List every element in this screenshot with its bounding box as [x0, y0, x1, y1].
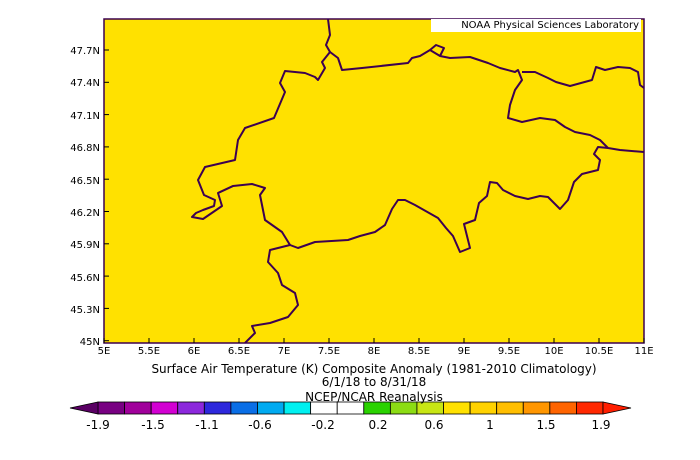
- colorbar-tick-label: -1.1: [195, 418, 219, 432]
- colorbar-swatch: [522, 401, 551, 415]
- colorbar-swatch: [150, 401, 179, 415]
- credit-label: NOAA Physical Sciences Laboratory: [431, 19, 641, 32]
- lat-label: 47.7N: [70, 46, 100, 57]
- lon-label: 6E: [187, 346, 201, 357]
- lake-constance: [429, 44, 445, 57]
- lake-geneva-shore: [217, 185, 234, 194]
- lat-label: 45N: [79, 337, 100, 348]
- colorbar-tick-label: -0.2: [311, 418, 335, 432]
- lon-label: 10E: [544, 346, 564, 357]
- lat-label: 45.9N: [70, 240, 100, 251]
- colorbar-tick-label: 1.9: [591, 418, 611, 432]
- colorbar-swatch: [124, 401, 152, 415]
- lat-label: 47.1N: [70, 111, 100, 122]
- colorbar-swatch: [576, 401, 604, 415]
- colorbar-tick-label: -0.6: [248, 418, 272, 432]
- border-austria-top: [522, 66, 645, 89]
- border-france-germany: [191, 18, 331, 344]
- lon-label: 7.5E: [317, 346, 341, 357]
- lat-label: 46.5N: [70, 176, 100, 187]
- lon-label: 9E: [457, 346, 471, 357]
- colorbar-tick-label: -1.9: [86, 418, 110, 432]
- lon-label: 7E: [277, 346, 291, 357]
- colorbar-swatch: [443, 401, 471, 415]
- colorbar-swatch: [549, 401, 577, 415]
- colorbar-low-arrow: [69, 401, 99, 415]
- lon-label: 8E: [367, 346, 381, 357]
- colorbar-tick-label: 0.6: [424, 418, 444, 432]
- border-swiss-austria: [289, 146, 609, 253]
- lon-label: 5E: [97, 346, 111, 357]
- colorbar-tick-label: 1: [486, 418, 494, 432]
- lat-label: 47.4N: [70, 78, 100, 89]
- lon-label: 6.5E: [227, 346, 251, 357]
- colorbar-high-arrow: [602, 401, 632, 415]
- colorbar-tick-label: 0.2: [368, 418, 388, 432]
- colorbar-tick-label: 1.5: [536, 418, 556, 432]
- map-date-range: 6/1/18 to 8/31/18: [321, 375, 427, 389]
- lon-label: 5.5E: [137, 346, 161, 357]
- colorbar-swatch: [203, 401, 232, 415]
- lon-label: 10.5E: [584, 346, 614, 357]
- map-source: NCEP/NCAR Reanalysis: [305, 390, 443, 404]
- colorbar-tick-label: -1.5: [141, 418, 165, 432]
- colorbar: [69, 401, 632, 415]
- colorbar-swatch: [496, 401, 524, 415]
- colorbar-swatch: [97, 401, 125, 415]
- map-title: Surface Air Temperature (K) Composite An…: [151, 362, 597, 376]
- lat-label: 46.8N: [70, 143, 100, 154]
- colorbar-swatch: [230, 401, 258, 415]
- lon-label: 11E: [634, 346, 654, 357]
- map-field: [103, 18, 645, 344]
- colorbar-swatch: [469, 401, 498, 415]
- lat-label: 45.3N: [70, 305, 100, 316]
- colorbar-swatch: [177, 401, 205, 415]
- lat-label: 46.2N: [70, 208, 100, 219]
- border-swiss-germany: [329, 49, 645, 153]
- lat-label: 45.6N: [70, 273, 100, 284]
- colorbar-swatch: [257, 401, 285, 415]
- lon-label: 8.5E: [407, 346, 431, 357]
- lon-label: 9.5E: [497, 346, 521, 357]
